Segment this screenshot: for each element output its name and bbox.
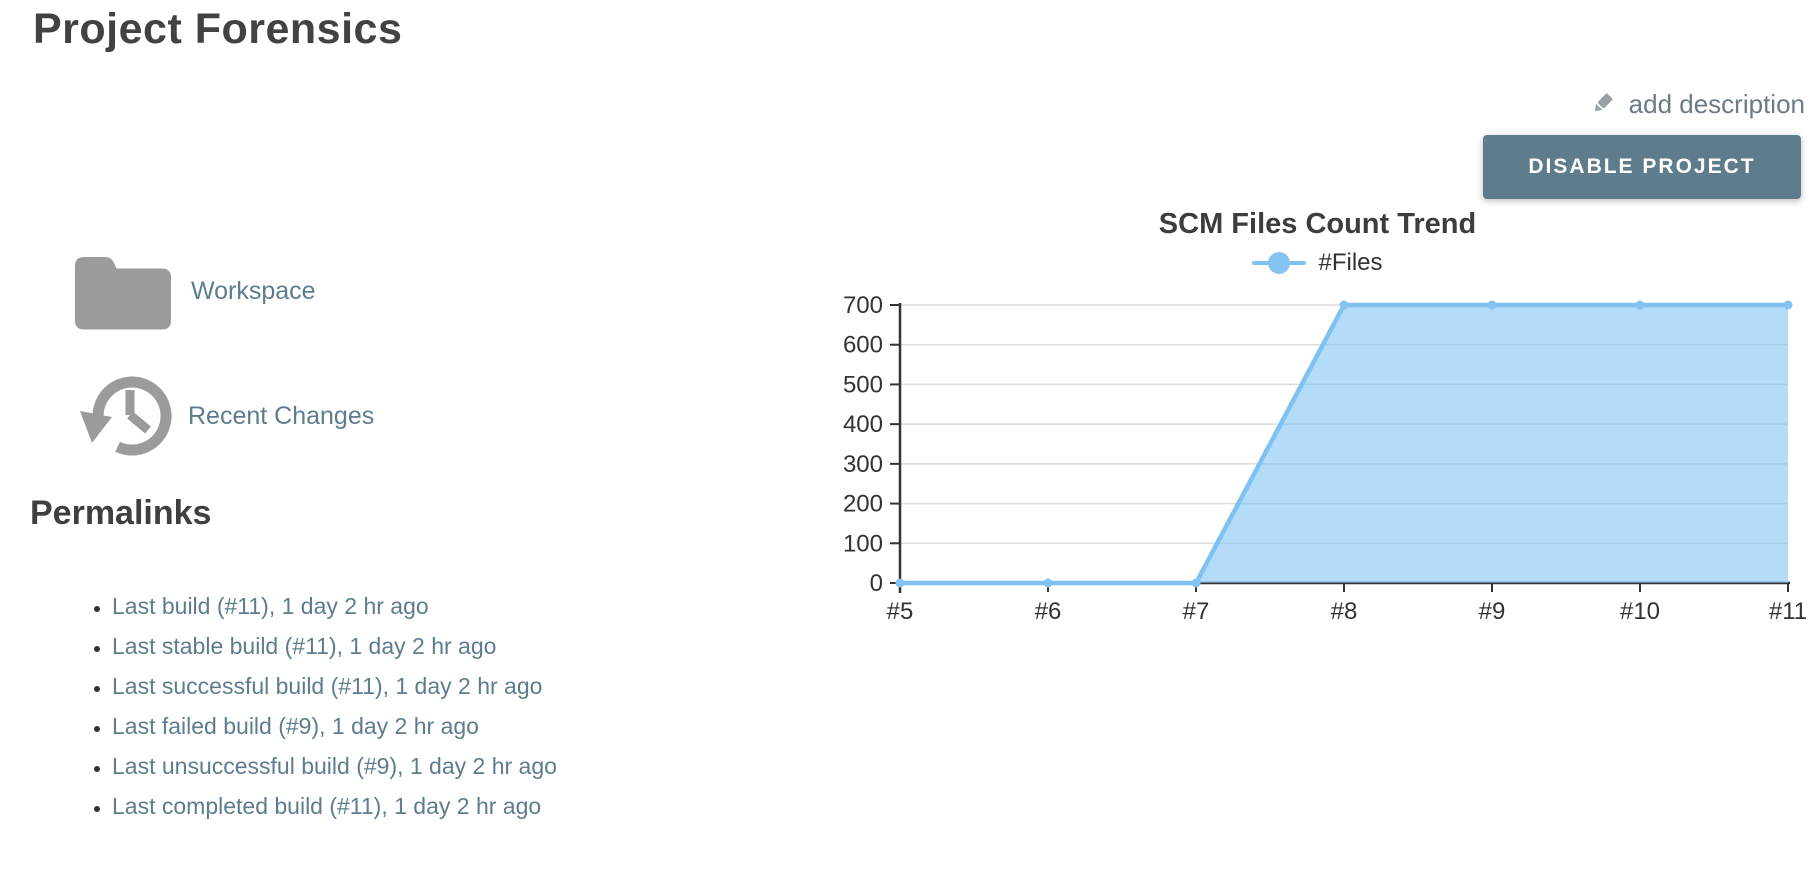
permalink-item: Last failed build (#9), 1 day 2 hr ago <box>112 706 720 746</box>
x-tick-label: #9 <box>1479 598 1506 625</box>
permalink-last-failed-build[interactable]: Last failed build (#9), 1 day 2 hr ago <box>112 713 479 739</box>
workspace-label: Workspace <box>191 276 316 305</box>
permalink-last-build[interactable]: Last build (#11), 1 day 2 hr ago <box>112 593 429 619</box>
data-point-marker <box>1635 300 1645 310</box>
disable-project-button[interactable]: DISABLE PROJECT <box>1483 135 1801 199</box>
y-tick-label: 600 <box>843 332 883 359</box>
y-tick-label: 500 <box>843 371 883 398</box>
pencil-icon <box>1585 87 1619 121</box>
permalink-item: Last unsuccessful build (#9), 1 day 2 hr… <box>112 746 720 786</box>
chart-title: SCM Files Count Trend <box>1158 208 1477 240</box>
folder-icon[interactable] <box>73 250 173 332</box>
data-point-marker <box>1191 578 1201 588</box>
x-tick-label: #7 <box>1183 598 1210 625</box>
permalinks-list: Last build (#11), 1 day 2 hr ago Last st… <box>0 586 720 826</box>
recent-changes-link[interactable]: Recent Changes <box>68 368 374 464</box>
y-tick-label: 700 <box>843 292 883 319</box>
page-title: Project Forensics <box>33 5 403 53</box>
permalink-last-successful-build[interactable]: Last successful build (#11), 1 day 2 hr … <box>112 673 543 699</box>
data-point-marker <box>1043 578 1053 588</box>
recent-changes-label: Recent Changes <box>188 401 375 430</box>
x-tick-label: #8 <box>1331 598 1358 625</box>
add-description-link[interactable]: add description <box>1585 84 1805 124</box>
data-point-marker <box>1783 300 1793 310</box>
permalink-last-stable-build[interactable]: Last stable build (#11), 1 day 2 hr ago <box>112 633 497 659</box>
chart-plot: 0 100 200 300 400 500 600 700 #5 #6 #7 #8 #9 #10 #11 <box>843 292 1807 625</box>
add-description-label: add description <box>1628 88 1805 119</box>
scm-files-count-trend-chart: SCM Files Count Trend #Files 0 100 200 300 4… <box>820 180 1815 650</box>
data-point-marker <box>1487 300 1497 310</box>
y-tick-label: 100 <box>843 530 883 557</box>
y-tick-label: 200 <box>843 491 883 518</box>
legend-label: #Files <box>1318 249 1383 276</box>
x-tick-label: #5 <box>887 598 914 625</box>
permalink-last-unsuccessful-build[interactable]: Last unsuccessful build (#9), 1 day 2 hr… <box>112 753 557 779</box>
x-tick-label: #11 <box>1769 598 1807 625</box>
y-tick-label: 300 <box>843 451 883 478</box>
data-point-marker <box>1339 300 1349 310</box>
permalink-item: Last build (#11), 1 day 2 hr ago <box>112 586 720 626</box>
legend-marker-icon <box>1252 252 1307 274</box>
y-tick-label: 400 <box>843 411 883 438</box>
chart-legend-files[interactable]: #Files <box>820 249 1815 277</box>
x-tick-label: #10 <box>1620 598 1660 625</box>
data-point-marker <box>895 578 905 588</box>
history-clock-icon[interactable] <box>68 368 174 464</box>
permalink-last-completed-build[interactable]: Last completed build (#11), 1 day 2 hr a… <box>112 793 542 819</box>
x-tick-label: #6 <box>1035 598 1062 625</box>
permalink-item: Last successful build (#11), 1 day 2 hr … <box>112 666 720 706</box>
permalinks-heading: Permalinks <box>30 494 212 532</box>
permalink-item: Last stable build (#11), 1 day 2 hr ago <box>112 626 720 666</box>
permalink-item: Last completed build (#11), 1 day 2 hr a… <box>112 786 720 826</box>
workspace-link[interactable]: Workspace <box>73 250 316 332</box>
area-fill <box>900 305 1788 583</box>
y-tick-label: 0 <box>870 570 883 597</box>
